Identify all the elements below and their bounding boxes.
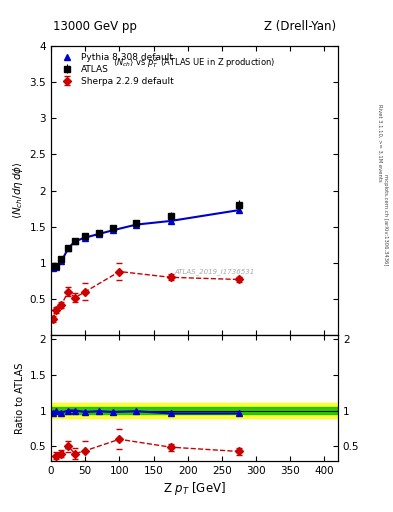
Text: mcplots.cern.ch [arXiv:1306.3436]: mcplots.cern.ch [arXiv:1306.3436] [383, 175, 387, 266]
Pythia 8.308 default [50, 265, 55, 271]
Text: ATLAS_2019_I1736531: ATLAS_2019_I1736531 [174, 268, 255, 275]
Pythia 8.308 default [110, 227, 115, 233]
Bar [51, 403, 338, 418]
Bar [51, 407, 338, 414]
Pythia 8.308 default [73, 238, 77, 244]
Pythia 8.308 default [134, 222, 139, 228]
Pythia 8.308 default [59, 259, 64, 265]
Pythia 8.308 default [97, 231, 101, 237]
Pythia 8.308 default [54, 264, 59, 270]
Text: Rivet 3.1.10, >= 3.1M events: Rivet 3.1.10, >= 3.1M events [377, 104, 382, 182]
Pythia 8.308 default [66, 245, 70, 251]
Pythia 8.308 default [168, 218, 173, 224]
Legend: Pythia 8.308 default, ATLAS, Sherpa 2.2.9 default: Pythia 8.308 default, ATLAS, Sherpa 2.2.… [55, 51, 176, 89]
Text: 13000 GeV pp: 13000 GeV pp [53, 20, 137, 33]
Line: Pythia 8.308 default: Pythia 8.308 default [50, 207, 242, 271]
Pythia 8.308 default [237, 207, 241, 213]
Pythia 8.308 default [83, 234, 88, 241]
Y-axis label: $\langle N_{ch}/d\eta\, d\phi\rangle$: $\langle N_{ch}/d\eta\, d\phi\rangle$ [11, 162, 26, 220]
Y-axis label: Ratio to ATLAS: Ratio to ATLAS [15, 362, 26, 434]
Text: Z (Drell-Yan): Z (Drell-Yan) [264, 20, 336, 33]
Text: $\langle N_{ch}\rangle$ vs $p_T^Z$ (ATLAS UE in Z production): $\langle N_{ch}\rangle$ vs $p_T^Z$ (ATLA… [114, 55, 275, 70]
X-axis label: Z $p_T$ [GeV]: Z $p_T$ [GeV] [163, 480, 226, 497]
